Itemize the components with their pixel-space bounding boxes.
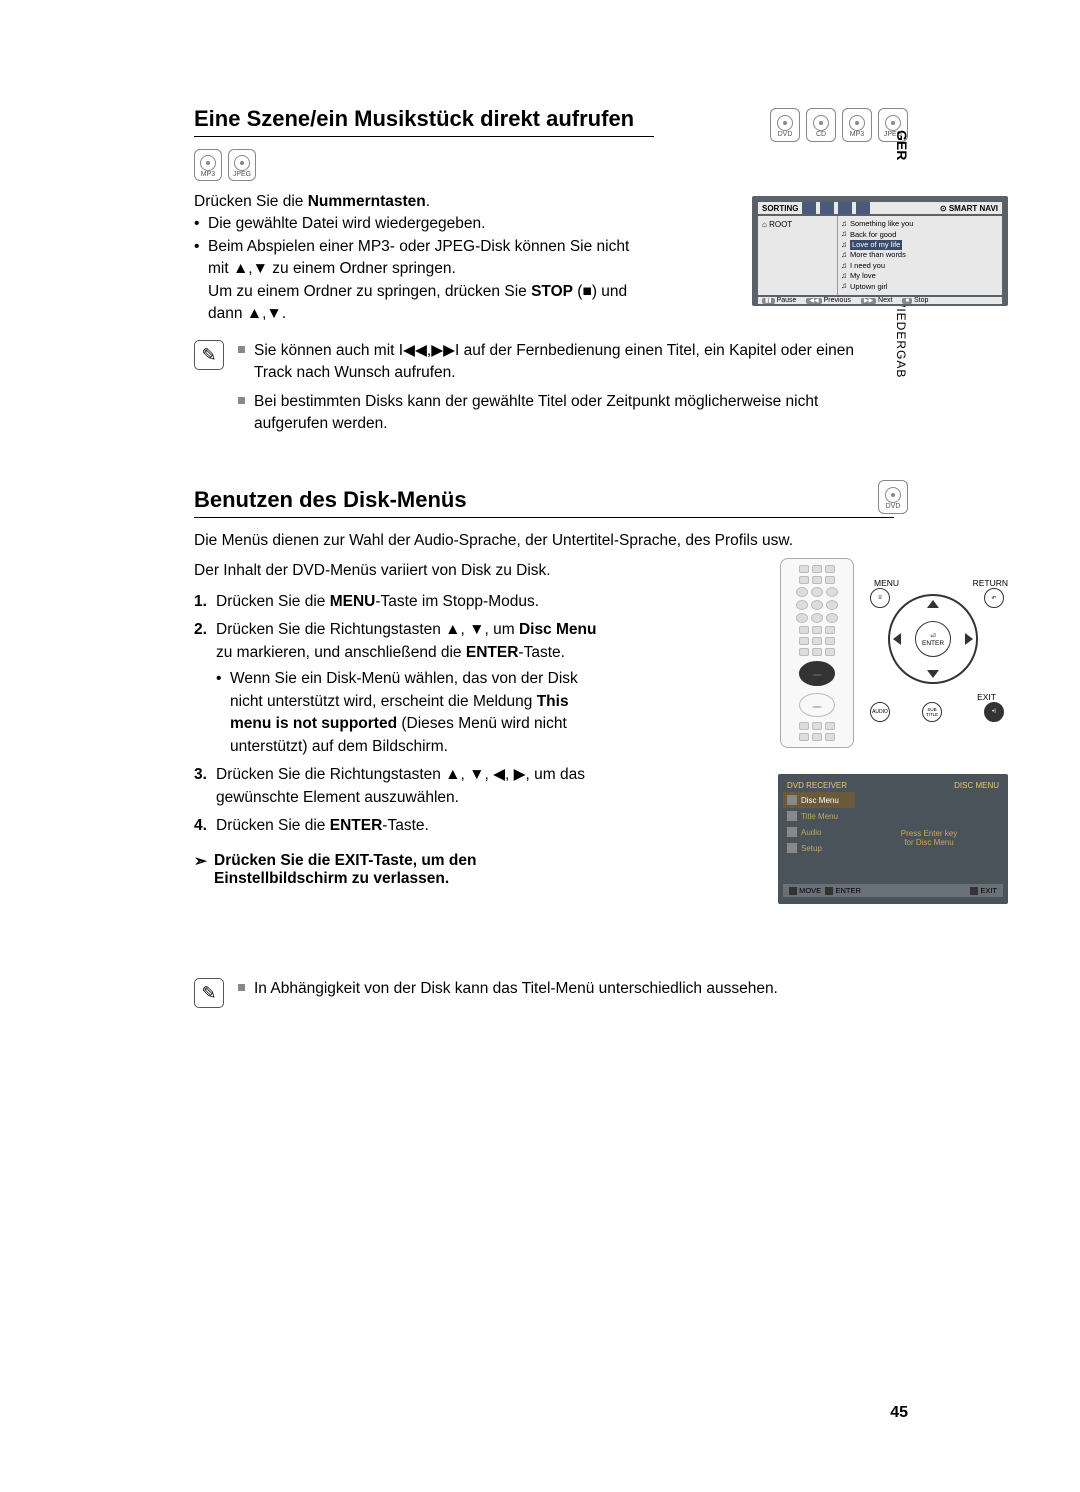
song-selected: Love of my life [850,240,902,250]
right-arrow [965,633,973,645]
sidebar-item: Setup [801,844,822,853]
exit-button: •I [984,702,1004,722]
disc-icons-mp3-jpeg: MP3 JPEG [194,149,894,181]
nav-diagram: MENU RETURN ≡ ↶ ⏎ENTER EXIT •I AUDIO SUB… [858,574,1008,734]
exit-label: EXIT [977,692,996,702]
dvd-footer: MOVE ENTER EXIT [783,884,1003,897]
step-2-sub: Wenn Sie ein Disk-Menü wählen, das von d… [216,668,604,758]
note-icon: ✎ [194,340,224,370]
menu-button: ≡ [870,588,890,608]
text: STOP [531,283,573,300]
song: Something like you [850,219,913,229]
up-arrow [927,600,939,608]
note-icon: ✎ [194,978,224,1008]
dvd-header-left: DVD RECEIVER [787,781,847,790]
sorting-root: ⌂ ROOT [758,216,838,295]
note-1: ✎ Sie können auch mit I◀◀,▶▶I auf der Fe… [194,340,894,442]
audio-button: AUDIO [870,702,890,722]
subtitle-button: SUB TITLE [922,702,942,722]
text: . [426,193,430,210]
step-1: 1.Drücken Sie die MENU-Taste im Stopp-Mo… [194,591,604,613]
note-line: Sie können auch mit I◀◀,▶▶I auf der Fern… [238,340,894,385]
sorting-footer: ▮▮ Pause ◀◀ Previous ▶▶ Next ■ Stop [758,297,1002,304]
step-2: 2.Drücken Sie die Richtungstasten ▲, ▼, … [194,619,604,758]
text: Nummerntasten [308,193,426,210]
mp3-icon: MP3 [194,149,222,181]
jpeg-icon: JPEG [228,149,256,181]
sidebar-item: Disc Menu [801,796,839,805]
bullet-1: Die gewählte Datei wird wiedergegeben. [194,213,634,235]
mp3-label: MP3 [201,171,215,178]
return-button: ↶ [984,588,1004,608]
menu-label: MENU [874,578,899,588]
sidebar-item: Title Menu [801,812,838,821]
song: I need you [850,261,885,271]
dvd-sidebar: Disc Menu Title Menu Audio Setup [783,792,855,884]
song: Uptown girl [850,282,888,292]
bullet-2: Beim Abspielen einer MP3- oder JPEG-Disk… [194,236,634,326]
sorting-label: SORTING [762,204,798,213]
down-arrow [927,670,939,678]
page-number: 45 [890,1404,908,1422]
section1-title: Eine Szene/ein Musikstück direkt aufrufe… [194,106,654,137]
song-list: ♫Something like you ♫Back for good ♫Love… [838,216,1002,295]
dvd-main: Press Enter key for Disc Menu [855,792,1003,884]
section-tab: WIEDERGAB [894,296,908,378]
left-arrow [893,633,901,645]
sidebar-item: Audio [801,828,821,837]
section1-body: Drücken Sie die Nummerntasten. Die gewäh… [194,191,634,326]
step-3: 3.Drücken Sie die Richtungstasten ▲, ▼, … [194,764,604,809]
smart-navi: ⊙ SMART NAVI [940,204,998,213]
text: Drücken Sie die [194,193,308,210]
enter-button: ⏎ENTER [915,621,951,657]
note-2: ✎ In Abhängigkeit von der Disk kann das … [194,978,894,1008]
note-line: Bei bestimmten Disks kann der gewählte T… [238,391,894,436]
sorting-panel: SORTING ⊙ SMART NAVI ⌂ ROOT ♫Something l… [752,196,1008,306]
section2-title: Benutzen des Disk-Menüs [194,487,894,518]
text: Beim Abspielen einer MP3- oder JPEG-Disk… [208,238,629,277]
song: My love [850,271,876,281]
song: Back for good [850,230,896,240]
jpeg-label: JPEG [233,171,251,178]
song: More than words [850,250,906,260]
return-label: RETURN [973,578,1008,588]
note-line: In Abhängigkeit von der Disk kann das Ti… [238,978,894,1000]
remote-illustration [780,558,854,748]
dvd-menu-screenshot: DVD RECEIVER DISC MENU Disc Menu Title M… [778,774,1008,904]
step-4: 4.Drücken Sie die ENTER-Taste. [194,815,604,837]
dvd-header-right: DISC MENU [954,781,999,790]
exit-instruction: Drücken Sie die EXIT-Taste, um den Einst… [194,852,604,888]
sorting-header: SORTING ⊙ SMART NAVI [758,202,1002,214]
intro: Die Menüs dienen zur Wahl der Audio-Spra… [194,530,894,552]
text: Um zu einem Ordner zu springen, drücken … [208,283,531,300]
